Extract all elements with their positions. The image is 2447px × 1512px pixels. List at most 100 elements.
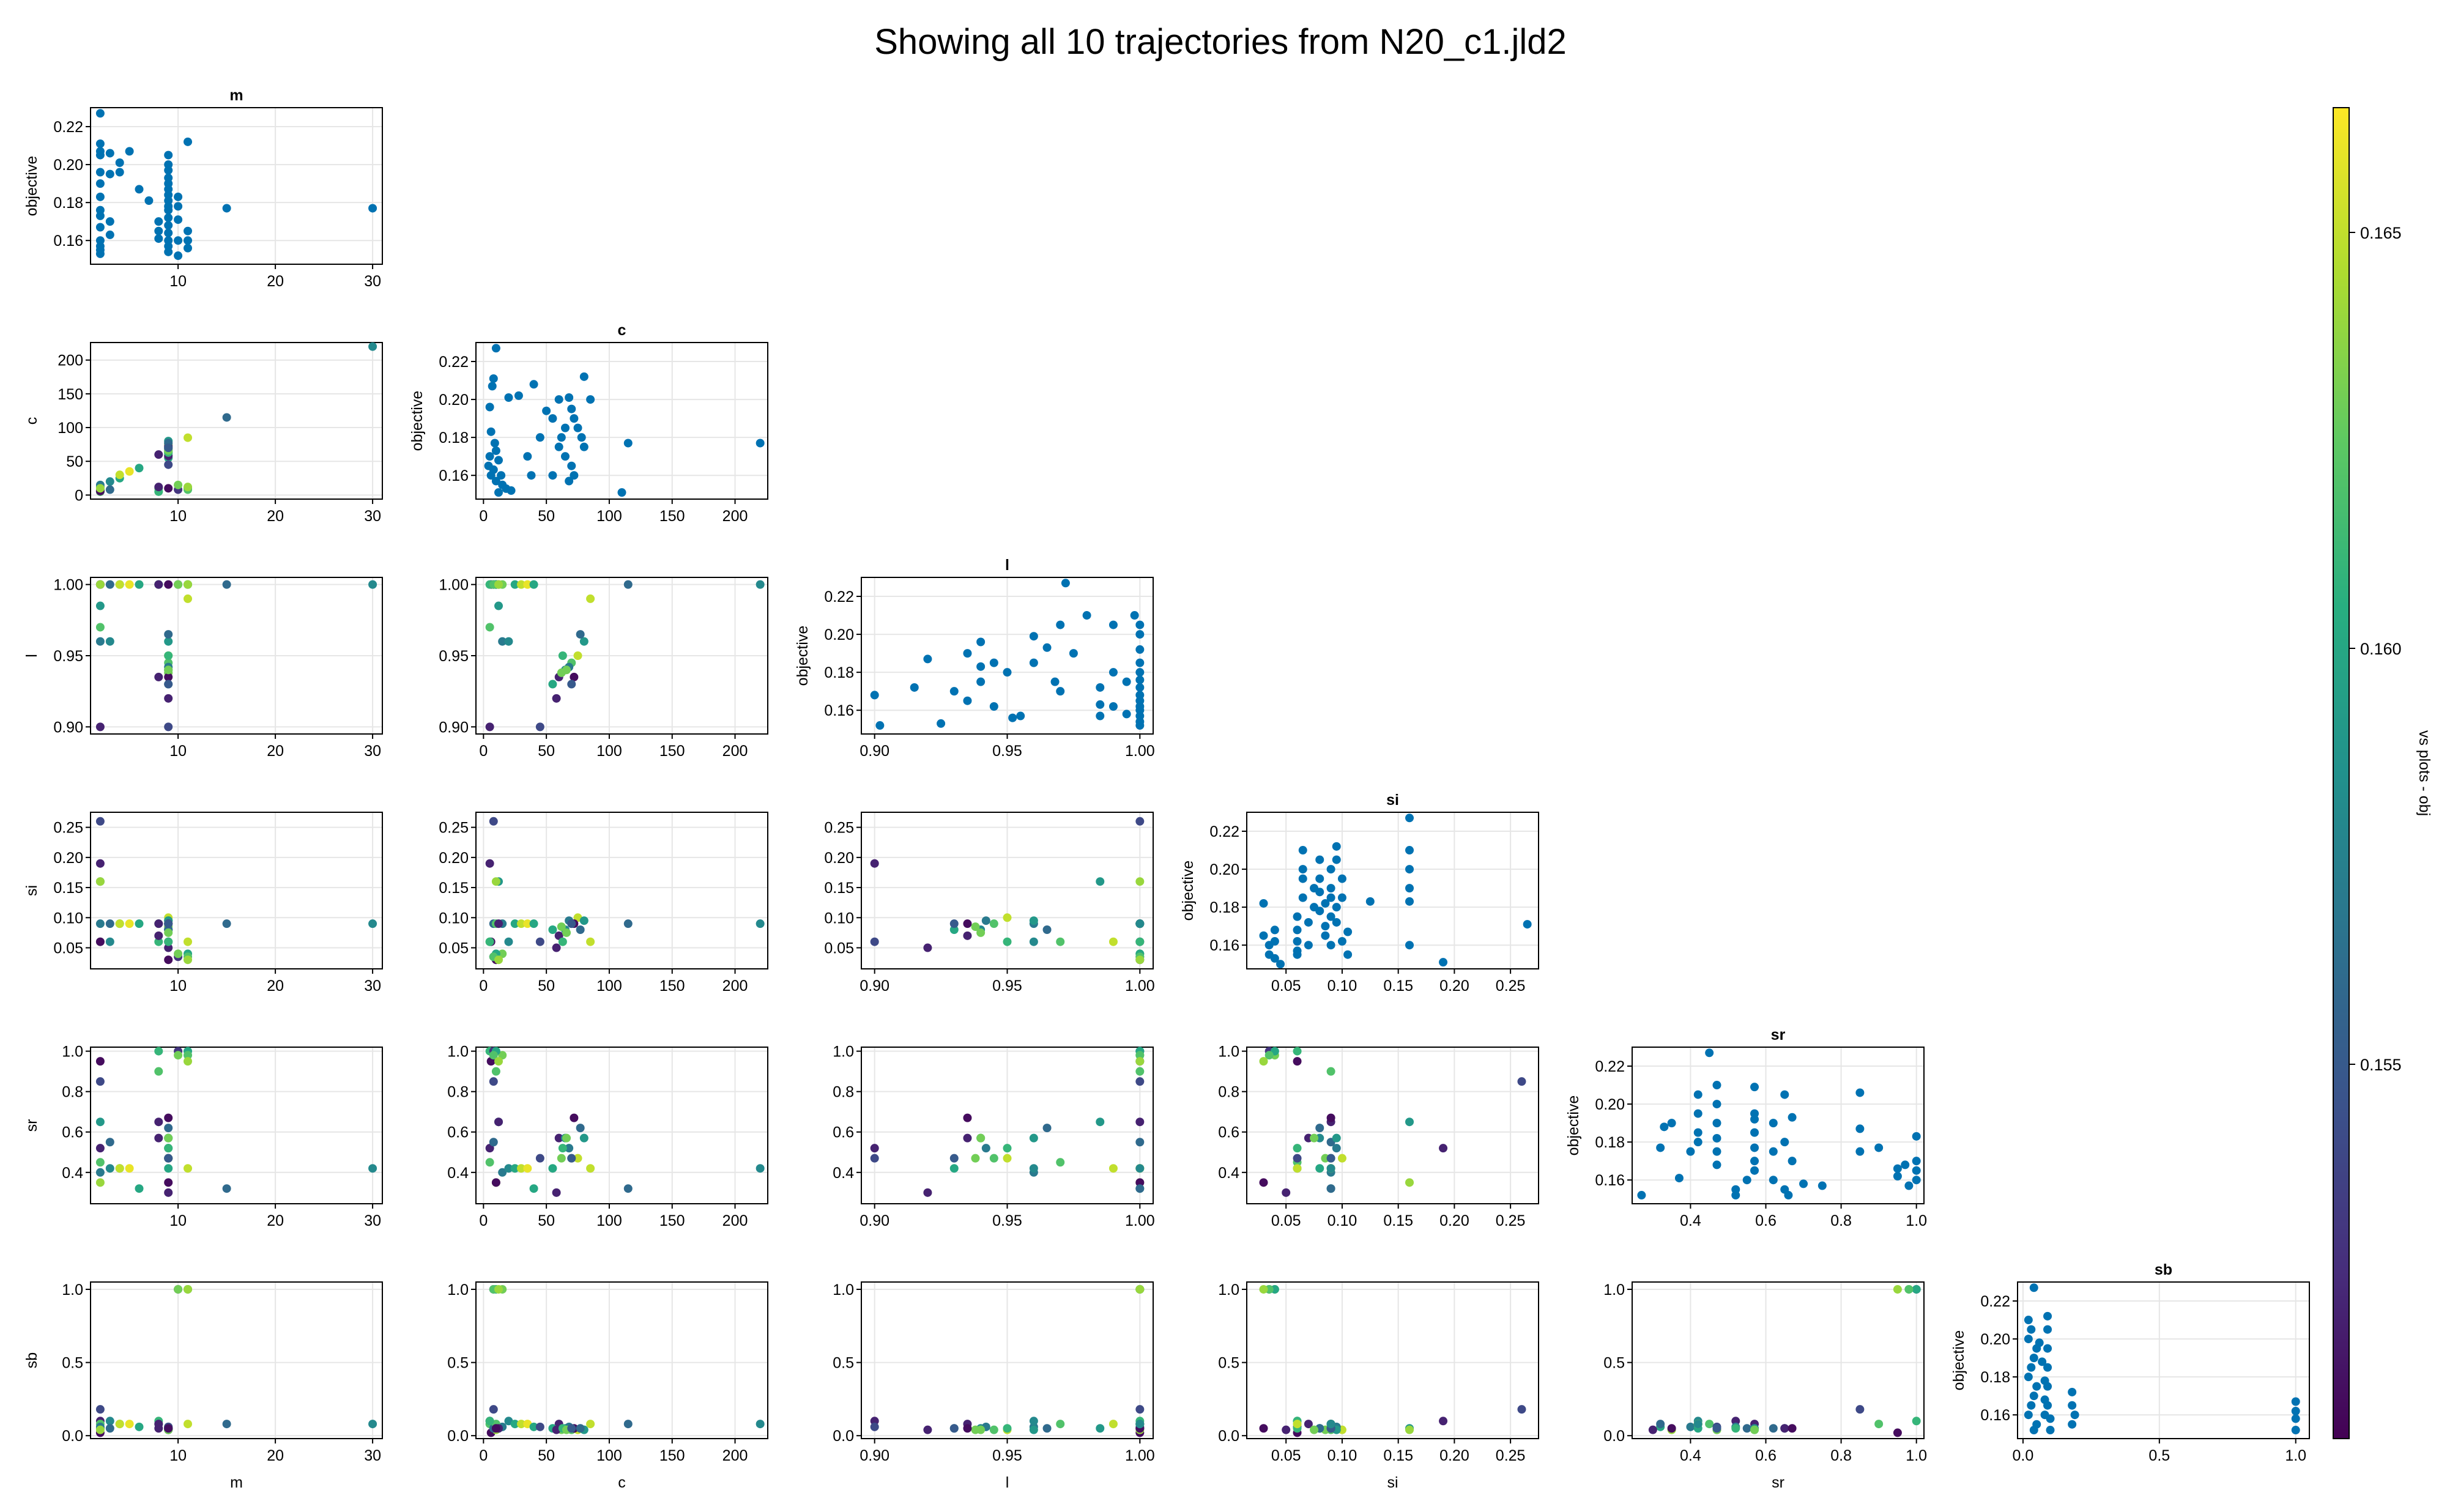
objective-point [1315, 888, 1324, 897]
objective-point [963, 649, 972, 658]
objective-panel-c: 0 50 100 150 200 0.16 0.18 0.20 0.22 objective c [409, 322, 768, 525]
objective-point [486, 427, 496, 436]
x-tick-label: 30 [364, 1447, 381, 1464]
objective-point [976, 662, 986, 671]
x-tick-label: 0.10 [1327, 1447, 1357, 1464]
scatter-point [1780, 1424, 1789, 1433]
x-tick-label: 0.05 [1271, 1447, 1301, 1464]
x-tick-label: 0 [479, 1212, 488, 1229]
y-tick-label: 0.05 [53, 940, 83, 957]
x-axis-label: m [230, 1474, 243, 1491]
y-tick-label: 0.16 [53, 232, 83, 250]
y-tick-label: 0.20 [439, 391, 469, 409]
scatter-point [164, 928, 173, 937]
scatter-point [623, 1184, 633, 1193]
scatter-point [498, 637, 507, 646]
objective-point [1686, 1147, 1695, 1156]
scatter-point [494, 1117, 503, 1127]
plot-frame [475, 812, 768, 969]
scatter-point [154, 937, 163, 946]
objective-point [1332, 917, 1341, 927]
objective-point [1135, 620, 1145, 629]
scatter-point [184, 594, 192, 603]
x-tick-label: 20 [267, 977, 284, 995]
objective-point [2038, 1357, 2047, 1366]
objective-point [184, 226, 192, 235]
scatter-point [1056, 1420, 1065, 1429]
scatter-point [1056, 1158, 1065, 1167]
y-tick-label: 1.0 [447, 1043, 469, 1061]
scatter-point [1326, 1113, 1335, 1122]
scatter-point [1003, 937, 1012, 946]
objective-point [870, 691, 879, 700]
objective-point [1298, 865, 1307, 874]
y-tick-label: 0.4 [62, 1165, 83, 1182]
objective-point [1321, 922, 1330, 931]
y-tick-label: 0.05 [439, 940, 469, 957]
x-tick-label: 0.10 [1327, 1212, 1357, 1229]
scatter-point [963, 1424, 972, 1433]
y-tick-label: 0.15 [439, 880, 469, 897]
scatter-point [517, 919, 526, 928]
plot-frame [1246, 812, 1539, 969]
scatter-point [565, 1144, 574, 1153]
scatter-point [1517, 1077, 1526, 1086]
y-axis-label: objective [1179, 861, 1197, 921]
scatter-point [1326, 1164, 1335, 1173]
objective-point [2029, 1426, 2038, 1435]
objective-point [1405, 884, 1414, 893]
objective-point [95, 150, 105, 160]
objective-point [1693, 1138, 1703, 1147]
x-tick-label: 0.4 [1680, 1447, 1701, 1464]
y-tick-label: 0.15 [824, 880, 854, 897]
objective-point [1332, 903, 1341, 912]
scatter-point [562, 1133, 571, 1143]
panel-title-sb: sb [2155, 1261, 2172, 1278]
scatter-point [1439, 1144, 1448, 1153]
scatter-point [579, 637, 589, 646]
scatter-point [504, 1164, 513, 1173]
x-tick-label: 150 [659, 508, 685, 525]
y-axis-label: sb [23, 1352, 40, 1368]
objective-point [488, 382, 497, 391]
objective-point [1712, 1147, 1721, 1156]
x-tick-label: 50 [538, 508, 555, 525]
objective-point [164, 213, 173, 222]
objective-point [184, 243, 192, 253]
objective-point [2027, 1363, 2036, 1372]
plot-frame [475, 1281, 768, 1439]
objective-point [1818, 1181, 1827, 1190]
scatter-point [222, 1420, 231, 1429]
objective-point [1082, 611, 1091, 620]
y-tick-label: 0.18 [1595, 1134, 1625, 1151]
y-tick-label: 0 [75, 487, 83, 504]
scatter-point [125, 1164, 134, 1173]
y-tick-label: 0.22 [824, 588, 854, 606]
scatter-point [164, 443, 173, 453]
scatter-point [504, 637, 513, 646]
scatter-point [1135, 817, 1145, 826]
objective-point [1298, 893, 1307, 902]
scatter-point [1042, 1424, 1052, 1433]
objective-panel-sb: 0.0 0.5 1.0 0.16 0.18 0.20 0.22 objective sb [1950, 1261, 2310, 1464]
scatter-point [494, 1284, 503, 1294]
scatter-point [1056, 937, 1065, 946]
scatter-panel-l-vs-c: 0 50 100 150 200 0.90 0.95 1.00 [439, 577, 768, 760]
scatter-point [491, 1178, 500, 1187]
scatter-point [164, 722, 173, 732]
x-tick-label: 0.15 [1383, 977, 1413, 995]
scatter-point [222, 580, 231, 589]
scatter-point [222, 1184, 231, 1193]
x-tick-label: 50 [538, 1447, 555, 1464]
x-tick-label: 0.90 [860, 977, 889, 995]
objective-point [567, 461, 576, 470]
scatter-point [529, 1422, 538, 1431]
scatter-point [548, 1164, 557, 1173]
objective-point [164, 247, 173, 256]
scatter-point [1135, 955, 1145, 965]
objective-point [2043, 1344, 2052, 1353]
scatter-point [504, 937, 513, 946]
scatter-panel-sr-vs-c: 0 50 100 150 200 0.4 0.6 0.8 1.0 [447, 1043, 768, 1229]
scatter-panel-si-vs-c: 0 50 100 150 200 0.05 0.10 0.15 0.20 0.25 [439, 812, 768, 995]
scatter-point [95, 1168, 105, 1177]
